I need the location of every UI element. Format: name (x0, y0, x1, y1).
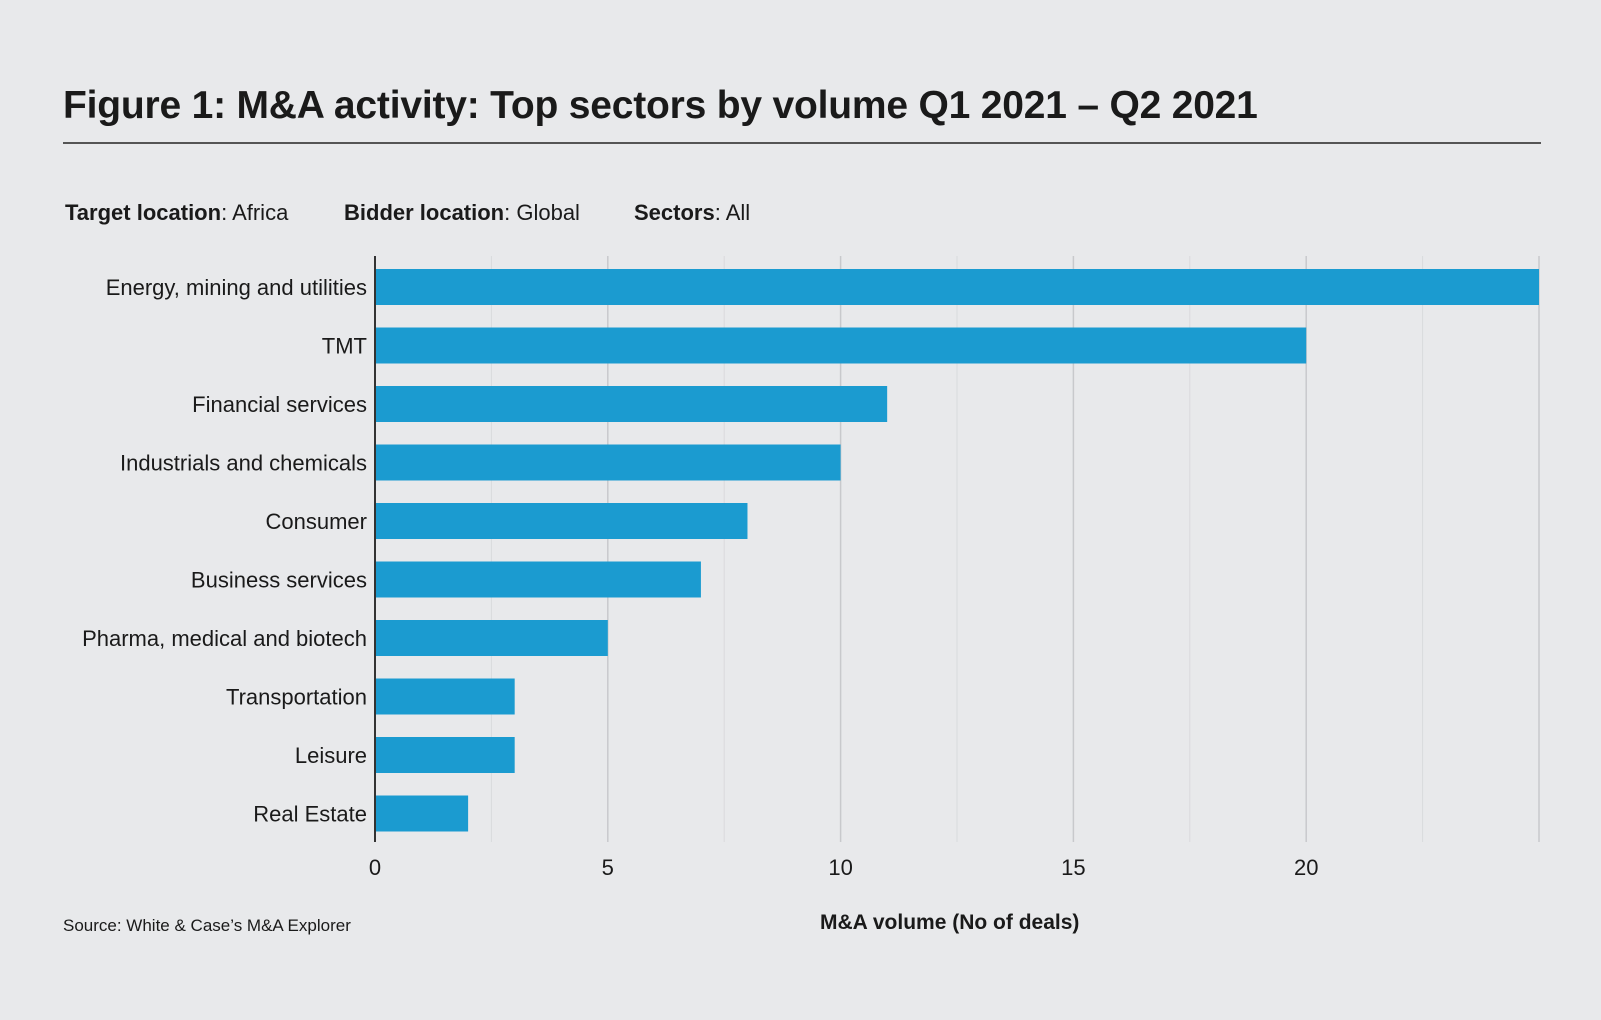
x-axis-title: M&A volume (No of deals) (820, 911, 1080, 934)
bar (375, 795, 469, 832)
bar (375, 386, 888, 422)
bar (375, 503, 748, 539)
source-note: Source: White & Case’s M&A Explorer (63, 916, 351, 935)
filter-bidder-location: Bidder location: Global (344, 200, 580, 226)
category-label: Consumer (266, 509, 367, 534)
category-label: TMT (322, 334, 367, 359)
x-tick-label: 15 (1061, 855, 1085, 880)
category-label: Transportation (226, 685, 367, 710)
bar (375, 327, 1307, 364)
bar (375, 269, 1539, 305)
filter-key: Sectors (634, 200, 715, 225)
category-label: Leisure (295, 743, 367, 768)
filter-key: Target location (65, 200, 222, 225)
category-label: Industrials and chemicals (120, 451, 367, 476)
bar (375, 620, 608, 656)
x-tick-label: 5 (602, 855, 614, 880)
category-label: Financial services (192, 392, 367, 417)
category-label: Real Estate (253, 802, 367, 827)
filter-value: : Global (504, 200, 580, 225)
x-tick-label: 10 (828, 855, 852, 880)
filter-value: : Africa (221, 200, 289, 225)
title-divider (63, 142, 1541, 144)
x-tick-label: 20 (1294, 855, 1318, 880)
category-label: Business services (191, 568, 367, 593)
x-tick-label: 0 (369, 855, 381, 880)
bar (375, 561, 701, 598)
category-label: Pharma, medical and biotech (82, 626, 367, 651)
filter-value: : All (714, 200, 751, 225)
chart-title: Figure 1: M&A activity: Top sectors by v… (63, 84, 1258, 127)
category-label: Energy, mining and utilities (106, 275, 367, 300)
filter-sectors: Sectors: All (634, 200, 750, 226)
bar (375, 444, 841, 481)
filter-key: Bidder location (344, 200, 505, 225)
bar (375, 678, 515, 715)
filter-target-location: Target location: Africa (65, 200, 288, 226)
bar (375, 737, 515, 773)
